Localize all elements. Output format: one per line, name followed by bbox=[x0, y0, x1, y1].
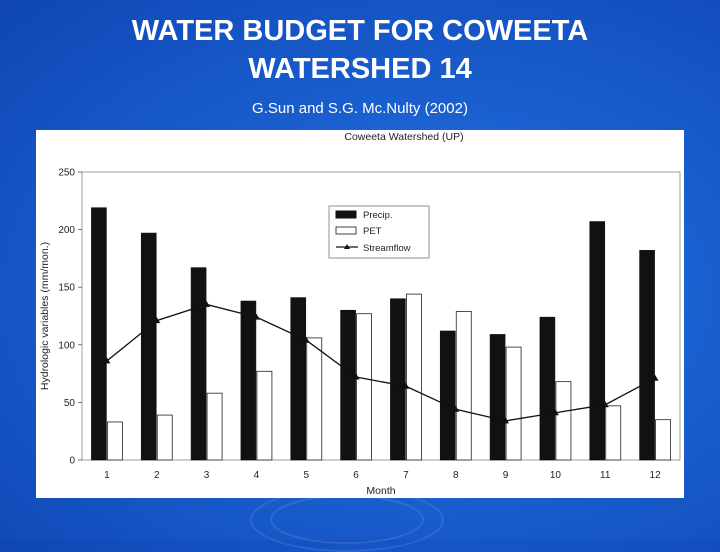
y-axis-title: Hydrologic variables (mm/mon.) bbox=[39, 242, 51, 390]
streamflow-point bbox=[502, 417, 510, 424]
chart: Coweeta Watershed (UP) 0 50 100 150 200 250 1… bbox=[39, 131, 681, 497]
bar-precip bbox=[390, 298, 406, 461]
slide-subtitle: G.Sun and S.G. Mc.Nulty (2002) bbox=[252, 100, 468, 117]
bar-precip bbox=[489, 334, 506, 461]
slide-title-line2: WATERSHED 14 bbox=[248, 53, 472, 85]
x-tick-label: 11 bbox=[600, 470, 611, 481]
bar-precip bbox=[639, 250, 655, 461]
legend-marker-streamflow bbox=[344, 244, 350, 249]
y-tick-label: 50 bbox=[64, 398, 76, 409]
streamflow-point bbox=[203, 300, 211, 307]
legend-swatch-precip bbox=[335, 210, 357, 219]
bar-precip bbox=[340, 309, 356, 461]
slide-title: WATER BUDGET FOR COWEETA WATERSHED 14 bbox=[0, 12, 720, 88]
bar-precip bbox=[439, 330, 456, 461]
bar-pet bbox=[505, 346, 522, 461]
legend: Precip. PET Streamflow bbox=[328, 205, 430, 259]
bar-precip bbox=[190, 267, 207, 461]
legend-label-streamflow: Streamflow bbox=[363, 243, 411, 254]
x-tick-label: 10 bbox=[550, 470, 562, 481]
bar-pet bbox=[605, 405, 622, 461]
streamflow-point bbox=[153, 317, 161, 324]
x-tick-label: 6 bbox=[353, 470, 359, 481]
streamflow-point bbox=[252, 313, 260, 320]
bar-precip bbox=[589, 221, 606, 461]
streamflow-point bbox=[651, 374, 659, 381]
chart-title: Coweeta Watershed (UP) bbox=[344, 131, 463, 143]
x-tick-label: 7 bbox=[403, 470, 409, 481]
bar-pet bbox=[306, 337, 323, 461]
bar-precip bbox=[290, 297, 307, 461]
chart-panel: Coweeta Watershed (UP) 0 50 100 150 200 250 1… bbox=[36, 130, 684, 498]
bar-pet bbox=[156, 414, 173, 461]
bar-pet bbox=[655, 419, 671, 461]
bar-pet bbox=[256, 370, 273, 461]
bar-pet bbox=[455, 310, 472, 461]
streamflow-point bbox=[601, 401, 609, 408]
y-tick-label: 200 bbox=[58, 225, 75, 236]
y-tick-label: 0 bbox=[69, 456, 75, 467]
x-tick-label: 12 bbox=[650, 470, 662, 481]
streamflow-point bbox=[402, 382, 410, 389]
legend-label-precip: Precip. bbox=[363, 210, 393, 221]
streamflow-line bbox=[106, 303, 656, 422]
x-tick-label: 4 bbox=[254, 470, 260, 481]
streamflow-point bbox=[302, 336, 310, 343]
legend-swatch-pet bbox=[335, 226, 357, 235]
x-tick-label: 2 bbox=[154, 470, 160, 481]
x-tick-label: 1 bbox=[104, 470, 110, 481]
bars bbox=[91, 207, 671, 461]
streamflow-point bbox=[103, 357, 111, 364]
y-tick-label: 100 bbox=[58, 340, 75, 351]
bar-precip bbox=[240, 300, 257, 461]
y-tick-label: 250 bbox=[58, 168, 75, 179]
bar-pet bbox=[107, 421, 123, 461]
slide-title-line1: WATER BUDGET FOR COWEETA bbox=[131, 15, 589, 47]
y-tick-label: 150 bbox=[58, 283, 75, 294]
bar-pet bbox=[206, 392, 223, 461]
x-tick-label: 3 bbox=[204, 470, 210, 481]
legend-label-pet: PET bbox=[363, 226, 382, 237]
x-tick-label: 5 bbox=[303, 470, 309, 481]
bar-precip bbox=[91, 207, 107, 461]
streamflow-layer bbox=[103, 300, 659, 424]
x-tick-label: 9 bbox=[503, 470, 509, 481]
streamflow-point bbox=[452, 405, 460, 412]
bar-precip bbox=[539, 316, 556, 461]
bar-pet bbox=[356, 313, 372, 461]
plot-frame bbox=[81, 171, 681, 461]
x-axis: 1 2 3 4 5 6 7 8 9 10 11 12 bbox=[104, 470, 661, 481]
x-axis-title: Month bbox=[366, 485, 395, 497]
streamflow-point bbox=[551, 409, 559, 416]
y-axis: 0 50 100 150 200 250 bbox=[58, 168, 82, 467]
streamflow-point bbox=[352, 373, 360, 380]
bar-pet bbox=[406, 293, 422, 461]
bar-pet bbox=[555, 381, 572, 461]
x-tick-label: 8 bbox=[453, 470, 459, 481]
bar-precip bbox=[140, 232, 157, 461]
